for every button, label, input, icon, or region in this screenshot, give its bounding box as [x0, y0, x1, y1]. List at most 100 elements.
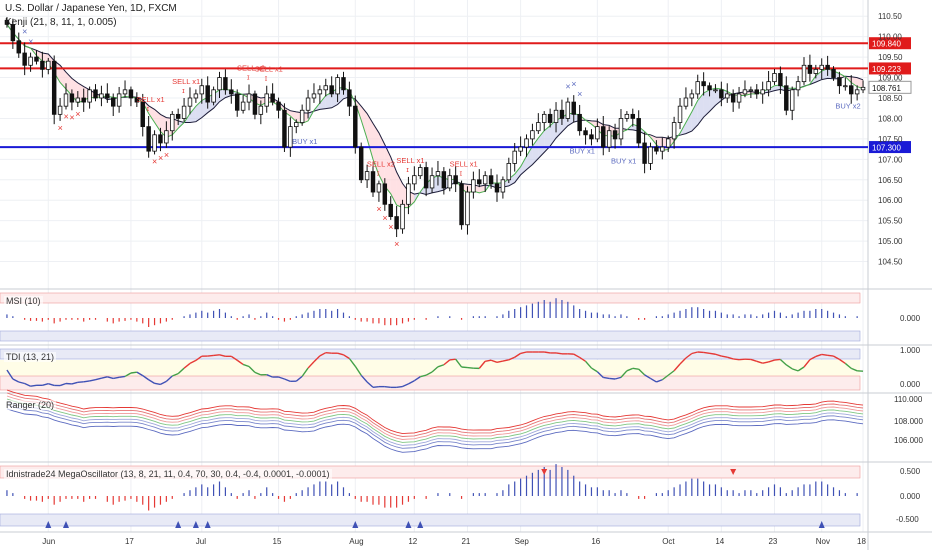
candle-body: [58, 106, 62, 114]
tdi-line-segment: [774, 359, 780, 360]
ranger-band-line: [7, 399, 863, 442]
candle-body: [832, 69, 836, 77]
ranger-band-line: [7, 396, 863, 440]
sell-cross-marker: ×: [69, 112, 74, 122]
candle-body: [696, 82, 700, 94]
candle-body: [76, 98, 80, 102]
candle-body: [513, 151, 517, 163]
tdi-line-segment: [633, 368, 639, 369]
candle-body: [472, 180, 476, 192]
level-price-label: 107.300: [872, 144, 901, 153]
tdi-line-segment: [609, 378, 615, 379]
candle-body: [271, 94, 275, 102]
candle-body: [672, 123, 676, 139]
candle-body: [170, 114, 174, 130]
grid-lines: [0, 0, 868, 532]
sell-signal-tick: ɪ: [265, 76, 268, 83]
sell-signal-label: SELL x1: [137, 95, 165, 104]
chart-title: U.S. Dollar / Japanese Yen, 1D, FXCM: [5, 3, 177, 14]
tdi-line-segment: [373, 387, 379, 388]
ranger-tick-label: 110.000: [894, 395, 923, 404]
candle-body: [666, 139, 670, 147]
candle-body: [100, 94, 104, 98]
candle-body: [849, 86, 853, 94]
time-axis-label: Sep: [515, 537, 530, 546]
candle-body: [460, 184, 464, 225]
candle-body: [117, 94, 121, 106]
tdi-line-segment: [326, 353, 332, 354]
candle-body: [690, 94, 694, 98]
candle-body: [607, 131, 611, 147]
ranger-band-line: [7, 393, 863, 437]
candle-body: [395, 217, 399, 229]
candle-body: [684, 98, 688, 106]
sell-signal-tick: ɪ: [182, 88, 185, 95]
candle-body: [229, 90, 233, 94]
candle-body: [353, 106, 357, 147]
tdi-line-segment: [733, 359, 739, 360]
sell-cross-marker: ×: [158, 153, 163, 163]
time-axis-label: 16: [591, 537, 600, 546]
candle-body: [844, 86, 848, 87]
candle-body: [430, 176, 434, 188]
candle-body: [418, 168, 422, 176]
candle-body: [489, 176, 493, 184]
candle-body: [855, 90, 859, 94]
candle-body: [678, 106, 682, 122]
sell-cross-marker: ×: [152, 156, 157, 166]
tdi-line-segment: [385, 387, 391, 388]
tdi-tick-label: 0.000: [900, 380, 921, 389]
price-tick-label: 104.50: [878, 258, 903, 267]
candle-body: [70, 94, 74, 102]
candle-body: [82, 98, 86, 102]
ranger-tick-label: 108.000: [894, 417, 923, 426]
buy-signal-label: BUY x1: [292, 137, 317, 146]
candle-body: [336, 78, 340, 94]
candle-body: [371, 172, 375, 192]
candle-body: [365, 172, 369, 180]
tdi-line-segment: [467, 368, 473, 369]
time-axis-label: Nov: [816, 537, 830, 546]
price-tick-label: 105.50: [878, 217, 903, 226]
tdi-line-segment: [603, 377, 609, 378]
candle-body: [206, 86, 210, 102]
buy-signal-label: BUY x1: [570, 147, 595, 156]
candle-body: [725, 94, 729, 98]
candle-body: [64, 94, 68, 106]
price-tick-label: 108.50: [878, 94, 903, 103]
candle-body: [377, 184, 381, 192]
candle-body: [613, 131, 617, 139]
tdi-pane-label: TDI (13, 21): [4, 352, 56, 362]
candle-body: [407, 184, 411, 204]
candle-body: [826, 65, 830, 69]
candle-body: [194, 94, 198, 98]
candle-body: [436, 172, 440, 176]
indicator-label: Kenji (21, 8, 11, 1, 0.005): [5, 17, 117, 28]
time-axis-label: Jun: [42, 537, 55, 546]
candle-body: [796, 82, 800, 90]
tdi-line-segment: [397, 387, 403, 388]
candle-body: [348, 90, 352, 106]
mega-lower-band: [0, 514, 860, 526]
candle-body: [790, 90, 794, 110]
candle-body: [153, 135, 157, 151]
candle-body: [165, 131, 169, 143]
tdi-line-segment: [119, 376, 125, 377]
buy-cross-marker: ×: [577, 89, 582, 99]
candle-body: [566, 102, 570, 118]
candle-body: [596, 127, 600, 139]
candle-body: [41, 61, 45, 69]
candle-body: [755, 90, 759, 94]
price-tick-label: 106.50: [878, 176, 903, 185]
sell-signal-label: SELL x2: [367, 160, 395, 169]
candle-body: [413, 176, 417, 184]
candle-body: [708, 86, 712, 90]
mega-pane-label: Idnistrade24 MegaOscillator (13, 8, 21, …: [4, 469, 332, 479]
candle-body: [306, 98, 310, 110]
candle-body: [46, 61, 50, 69]
ribbon-segment: [290, 111, 296, 122]
candle-body: [247, 94, 251, 102]
price-tick-label: 108.00: [878, 114, 903, 123]
